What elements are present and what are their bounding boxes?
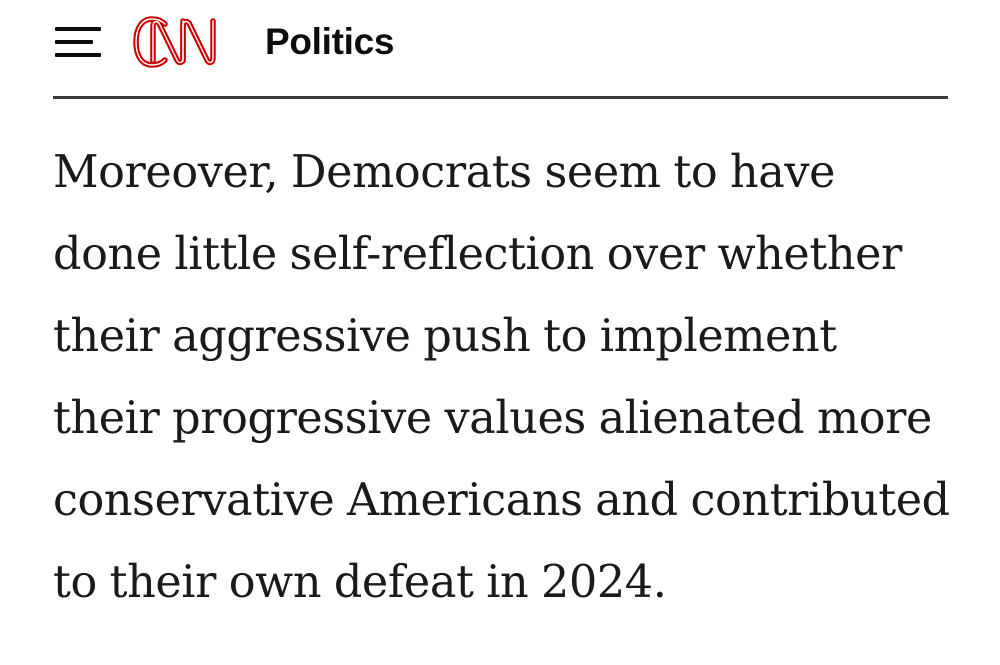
site-header: Politics [55,12,948,72]
header-divider [53,96,948,99]
menu-bar-bottom [55,53,101,57]
article-paragraph: Moreover, Democrats seem to have done li… [53,147,950,608]
section-title[interactable]: Politics [265,21,395,62]
menu-bar-top [55,27,101,31]
menu-bar-middle [55,40,93,44]
cnn-logo[interactable] [131,13,251,71]
cnn-logo-graphic [133,16,216,68]
hamburger-menu-icon[interactable] [55,24,101,60]
